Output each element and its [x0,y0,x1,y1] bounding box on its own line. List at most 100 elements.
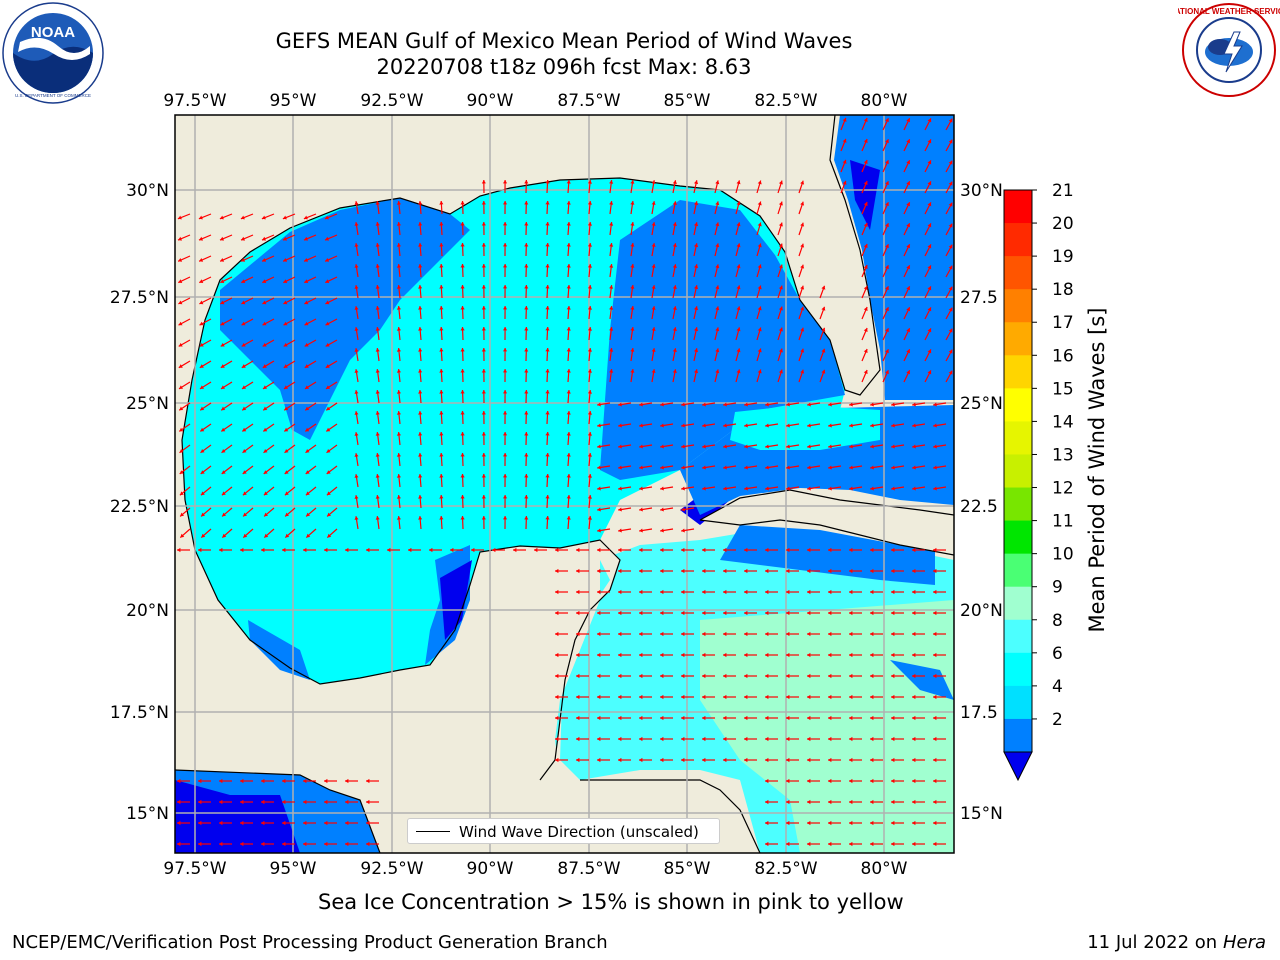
wave-direction-arrowhead [587,201,592,205]
wave-direction-arrowhead [439,201,444,205]
wave-direction-arrowhead [439,369,444,373]
wave-direction-arrowhead [460,327,465,331]
colorbar-tick-label: 9 [1052,578,1063,598]
wave-direction-arrowhead [933,778,937,784]
wave-direction-arrowhead [524,495,529,499]
wave-direction-arrowhead [199,279,204,283]
wave-direction-arrowhead [786,799,790,805]
wave-direction-arrowhead [555,547,559,553]
colorbar-bin [1004,355,1032,389]
wave-direction-arrowhead [800,285,805,290]
wave-direction-arrowhead [198,778,202,784]
wave-direction-arrowhead [597,423,601,428]
wave-direction-arrowhead [933,589,937,595]
wave-direction-arrowhead [304,300,309,305]
wave-direction-arrowhead [503,453,508,457]
wave-direction-arrowhead [555,736,559,742]
wave-direction-arrowhead [503,222,508,226]
wave-direction-arrowhead [618,547,622,553]
wave-direction-arrowhead [800,369,805,374]
wave-direction-arrowhead [849,423,853,428]
wave-direction-arrowhead [863,244,868,248]
wave-direction-arrowhead [219,799,223,805]
colorbar-tick-label: 4 [1052,677,1063,697]
coastline-south [184,499,621,781]
lat-tick: 15°N [960,804,1003,824]
wave-direction-arrowhead [282,215,287,220]
wave-direction-arrowhead [639,610,643,616]
wave-direction-arrowhead [933,631,937,637]
wave-direction-arrowhead [757,369,762,374]
wave-direction-arrowhead [261,820,265,826]
wave-direction-arrowhead [672,243,677,247]
wave-direction-arrowhead [765,715,769,721]
footer-date: 11 Jul 2022 on Hera [1087,932,1266,953]
wave-direction-arrowhead [639,694,643,700]
wave-direction-arrowhead [849,799,853,805]
wave-direction-arrowhead [842,159,847,164]
wave-direction-arrowhead [828,778,832,784]
lon-tick: 97.5°W [163,859,226,879]
wave-direction-arrowhead [885,223,889,228]
wave-direction-arrowhead [863,286,868,290]
lat-tick: 25°N [960,394,1003,414]
wave-direction-arrowhead [870,820,874,826]
wave-direction-arrowhead [418,432,423,436]
wave-direction-arrowhead [587,222,592,226]
wave-direction-arrowhead [418,411,423,415]
wave-direction-arrowhead [240,215,245,220]
wave-direction-arrowhead [566,369,571,373]
wave-direction-arrowhead [828,715,832,721]
wave-direction-arrowhead [885,244,889,249]
wave-direction-arrowhead [597,568,601,574]
wave-direction-arrowhead [765,757,769,763]
wave-direction-arrowhead [933,568,937,574]
wave-direction-arrowhead [354,285,359,289]
wave-direction-arrowhead [303,547,307,553]
wave-direction-arrowhead [744,486,748,491]
wave-direction-arrowhead [418,495,423,499]
wave-direction-arrowhead [366,841,370,847]
wave-direction-arrowhead [303,820,307,826]
graticule [175,115,954,853]
wave-direction-arrowhead [503,243,508,247]
wave-direction-arrowhead [681,715,685,721]
wave-direction-arrowhead [220,364,225,368]
wave-direction-arrowhead [460,201,465,205]
wave-direction-arrowhead [242,406,247,411]
wave-direction-arrowhead [375,453,380,457]
wave-direction-arrowhead [366,820,370,826]
wave-direction-arrowhead [503,369,508,373]
wave-direction-arrowhead [821,306,826,311]
wave-direction-arrowhead [927,307,932,312]
colorbar-bin [1004,223,1032,257]
colorbar-tick-label: 14 [1052,412,1074,432]
wave-direction-arrowhead [240,778,244,784]
wave-direction-arrowhead [807,694,811,700]
wave-direction-arrowhead [744,465,748,470]
wave-direction-arrowhead [800,201,805,206]
wave-direction-arrowhead [481,390,486,394]
wave-direction-arrowhead [178,342,183,347]
wave-direction-arrowhead [261,799,265,805]
wave-direction-arrowhead [828,568,832,574]
wave-direction-arrowhead [241,279,246,283]
wave-direction-arrowhead [304,279,309,283]
wave-direction-arrowhead [891,694,895,700]
wave-direction-arrowhead [694,201,699,206]
wave-direction-arrowhead [545,243,550,247]
wave-direction-arrowhead [723,465,727,470]
colorbar-bin [1004,718,1032,753]
wave-direction-arrowhead [912,568,916,574]
wave-direction-arrowhead [757,180,762,185]
wave-direction-arrowhead [597,507,601,512]
lon-tick: 82.5°W [754,859,817,879]
wave-direction-arrowhead [375,474,380,478]
wave-direction-arrowhead [555,610,559,616]
wave-direction-arrowhead [723,652,727,658]
wave-direction-arrowhead [240,799,244,805]
wave-direction-arrowhead [222,533,227,538]
wave-direction-arrowhead [715,180,720,185]
wave-direction-arrowhead [481,453,486,457]
wave-direction-arrowhead [870,736,874,742]
